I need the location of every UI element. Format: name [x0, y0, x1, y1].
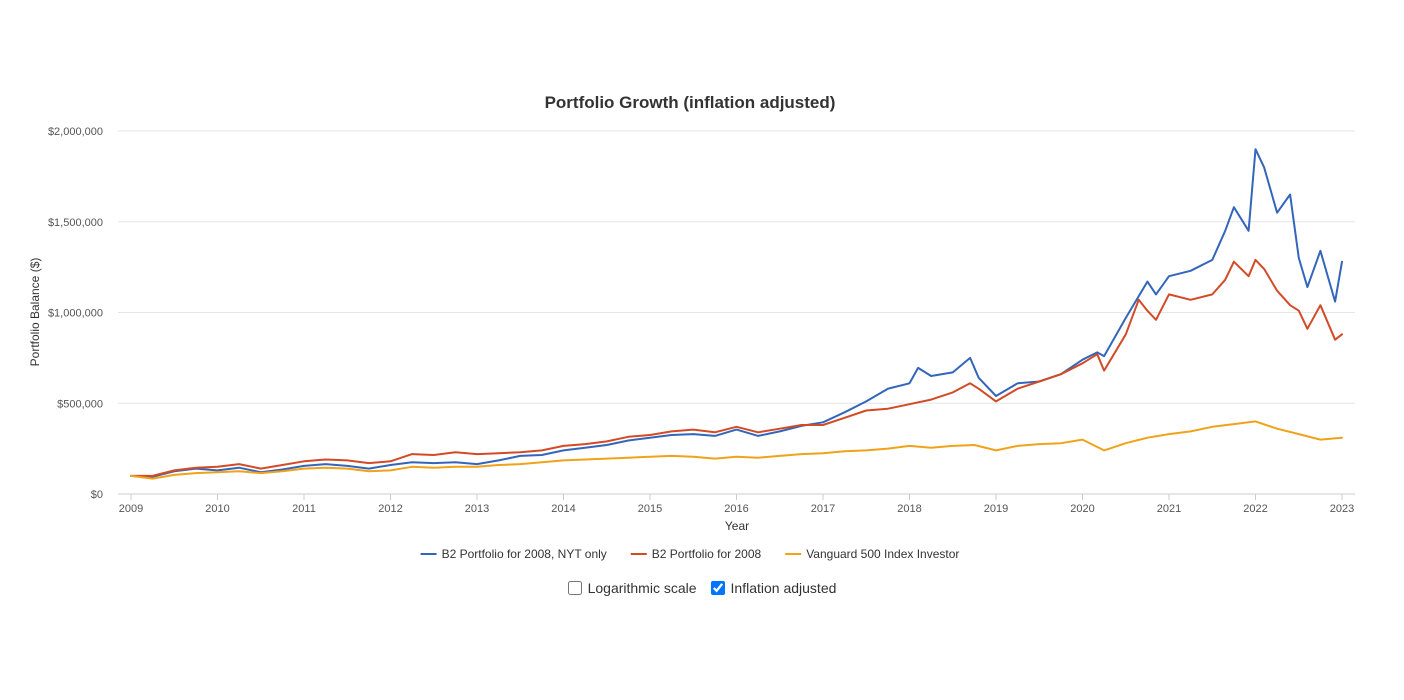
- legend: B2 Portfolio for 2008, NYT only B2 Portfo…: [420, 547, 959, 561]
- series-line-3: [130, 420, 1343, 480]
- log-scale-checkbox[interactable]: [567, 581, 582, 595]
- x-tick-label: 2013: [465, 503, 489, 515]
- legend-item-1[interactable]: B2 Portfolio for 2008, NYT only: [420, 547, 607, 561]
- grid-layer: [118, 130, 1355, 404]
- x-tick-label: 2012: [378, 503, 402, 515]
- x-tick-label: 2017: [811, 503, 835, 515]
- x-tick-label: 2016: [724, 503, 748, 515]
- x-tick-label: 2020: [1070, 503, 1094, 515]
- x-tick-label: 2019: [984, 503, 1008, 515]
- series-layer: [130, 148, 1343, 480]
- x-tick-label: 2011: [292, 503, 316, 515]
- log-scale-option[interactable]: Logarithmic scale: [567, 580, 697, 596]
- log-scale-label: Logarithmic scale: [587, 580, 697, 596]
- x-tick-label: 2010: [205, 503, 229, 515]
- x-tick-label: 2023: [1330, 503, 1354, 515]
- inflation-adjusted-option[interactable]: Inflation adjusted: [710, 580, 837, 596]
- x-tick-label: 2009: [119, 503, 143, 515]
- x-axis-title: Year: [725, 519, 749, 533]
- legend-label: Vanguard 500 Index Investor: [806, 547, 959, 561]
- x-tick-label: 2015: [638, 503, 662, 515]
- legend-item-3[interactable]: Vanguard 500 Index Investor: [785, 547, 959, 561]
- chart-title: Portfolio Growth (inflation adjusted): [545, 93, 836, 112]
- axis-layer: $0 $500,000 $1,000,000 $1,500,000 $2,000,000…: [48, 126, 1355, 515]
- inflation-adjusted-checkbox[interactable]: [710, 581, 725, 595]
- x-tick-label: 2018: [897, 503, 921, 515]
- y-tick-label: $500,000: [57, 398, 103, 410]
- chart-svg: Portfolio Growth (inflation adjusted) $0…: [28, 93, 1355, 561]
- series-line-2: [130, 258, 1343, 477]
- legend-item-2[interactable]: B2 Portfolio for 2008: [630, 547, 762, 561]
- series-line-1: [130, 148, 1343, 478]
- y-tick-label: $1,000,000: [48, 308, 103, 320]
- x-tick-label: 2014: [551, 503, 575, 515]
- y-axis-title: Portfolio Balance ($): [28, 258, 42, 367]
- x-tick-label: 2021: [1157, 503, 1181, 515]
- y-tick-label: $0: [91, 489, 103, 501]
- chart-options: Logarithmic scale Inflation adjusted: [0, 580, 1404, 596]
- x-tick-label: 2022: [1243, 503, 1267, 515]
- y-tick-label: $2,000,000: [48, 126, 103, 138]
- legend-label: B2 Portfolio for 2008: [652, 547, 762, 561]
- y-tick-label: $1,500,000: [48, 217, 103, 229]
- legend-label: B2 Portfolio for 2008, NYT only: [442, 547, 607, 561]
- inflation-adjusted-label: Inflation adjusted: [730, 580, 837, 596]
